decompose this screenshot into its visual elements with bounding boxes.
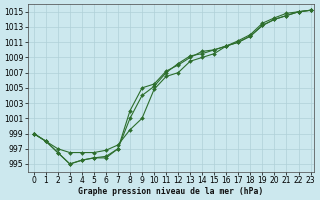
X-axis label: Graphe pression niveau de la mer (hPa): Graphe pression niveau de la mer (hPa) — [78, 187, 264, 196]
